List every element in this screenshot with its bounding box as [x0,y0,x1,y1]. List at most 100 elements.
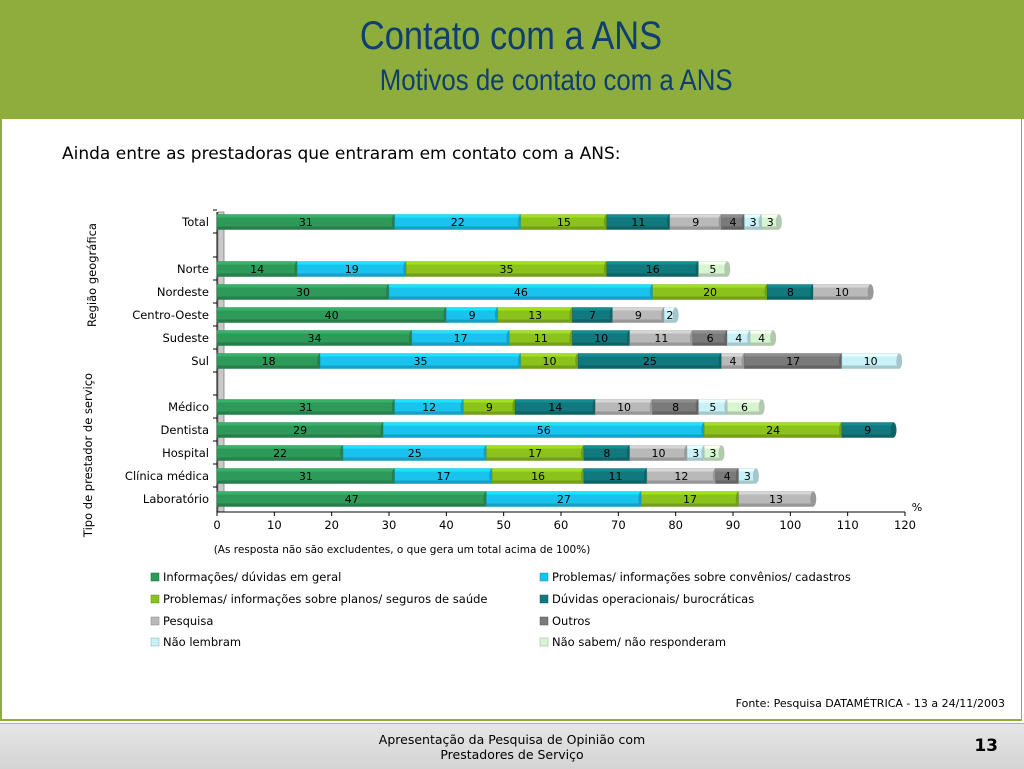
bar-highlight [692,330,728,334]
bar-highlight [217,284,389,288]
data-label: 29 [293,424,307,437]
legend-swatch [539,572,549,582]
bar-end-cap [810,491,817,507]
bar-highlight [698,399,728,403]
bar-highlight [813,284,871,288]
data-label: 4 [730,355,737,368]
bar-shadow [647,480,716,484]
bar-shadow [217,503,487,507]
bar-highlight [486,491,642,495]
slide-subtitle: Motivos de contato com a ANS [379,64,733,97]
bar-shadow [217,226,395,230]
data-label: 31 [299,470,313,483]
slide-title: Contato com a ANS [359,14,663,58]
data-label: 10 [594,332,608,345]
category-label: Médico [168,400,209,414]
legend-swatch [539,594,549,604]
data-label: 22 [273,447,287,460]
bar-highlight [394,468,493,472]
category-label: Sul [191,354,209,368]
bar-shadow [217,434,384,438]
bar-highlight [446,307,498,311]
data-label: 3 [709,447,716,460]
data-label: 25 [643,355,657,368]
bar-shadow [629,457,688,461]
bar-highlight [750,330,774,334]
data-label: 11 [534,332,548,345]
bar-shadow [389,296,653,300]
bar-shadow [217,365,321,369]
data-label: 3 [744,470,751,483]
x-tick-label: 50 [496,518,511,532]
data-label: 3 [692,447,699,460]
category-label: Dentista [161,423,209,437]
bar-highlight [217,307,447,311]
bar-highlight [389,284,653,288]
data-label: 11 [654,332,668,345]
x-tick-label: 30 [382,518,397,532]
legend-label: Não lembram [163,635,241,649]
bar-highlight [572,330,630,334]
bar-highlight [217,330,412,334]
bar-highlight [767,284,814,288]
bar-end-cap [896,353,903,369]
legend-swatch [539,616,549,626]
bar-highlight [761,214,779,218]
bar-highlight [578,353,722,357]
bar-shadow [486,457,584,461]
bar-shadow [698,411,728,415]
bar-shadow [698,273,728,277]
x-tick-label: 120 [894,518,916,532]
bar-end-cap [890,422,897,438]
bar-shadow [394,226,521,230]
data-label: 4 [758,332,765,345]
legend-swatch [539,637,549,647]
bar-shadow [692,342,728,346]
bar-highlight [595,399,653,403]
x-tick-label: 110 [837,518,859,532]
data-label: 27 [557,493,571,506]
data-label: 18 [262,355,276,368]
bar-end-cap [672,307,679,323]
legend-label: Informações/ dúvidas em geral [163,570,341,584]
bar-highlight [704,422,842,426]
bar-highlight [698,261,728,265]
data-label: 13 [769,493,783,506]
bar-shadow [572,342,630,346]
data-label: 10 [617,401,631,414]
category-label: Norte [177,262,209,276]
bar-highlight [612,307,665,311]
bar-shadow [744,226,762,230]
bar-highlight [217,261,298,265]
bar-shadow [394,411,464,415]
data-label: 6 [741,401,748,414]
bar-highlight [411,330,510,334]
data-label: 10 [543,355,557,368]
bar-shadow [687,457,705,461]
bar-highlight [606,261,699,265]
data-label: 4 [735,332,742,345]
data-label: 11 [631,216,645,229]
bar-highlight [738,468,756,472]
bar-shadow [520,365,579,369]
chart-note: (As resposta não são excludentes, o que … [214,544,591,556]
bar-shadow [217,411,395,415]
bar-highlight [497,307,573,311]
bar-highlight [738,491,814,495]
bar-highlight [704,445,722,449]
bar-shadow [217,457,344,461]
bar-shadow [606,226,670,230]
legend-label: Dúvidas operacionais/ burocráticas [552,592,754,606]
category-label: Laboratório [143,492,209,506]
data-label: 31 [299,216,313,229]
data-label: 25 [408,447,422,460]
category-label: Clínica médica [125,469,209,483]
header-bar: Contato com a ANS Motivos de contato com… [0,0,1024,119]
bar-shadow [343,457,487,461]
bar-end-cap [758,399,765,415]
x-tick-label: 10 [267,518,282,532]
data-label: 35 [500,263,514,276]
x-tick-label: 80 [668,518,683,532]
bar-highlight [492,468,584,472]
bar-highlight [486,445,584,449]
